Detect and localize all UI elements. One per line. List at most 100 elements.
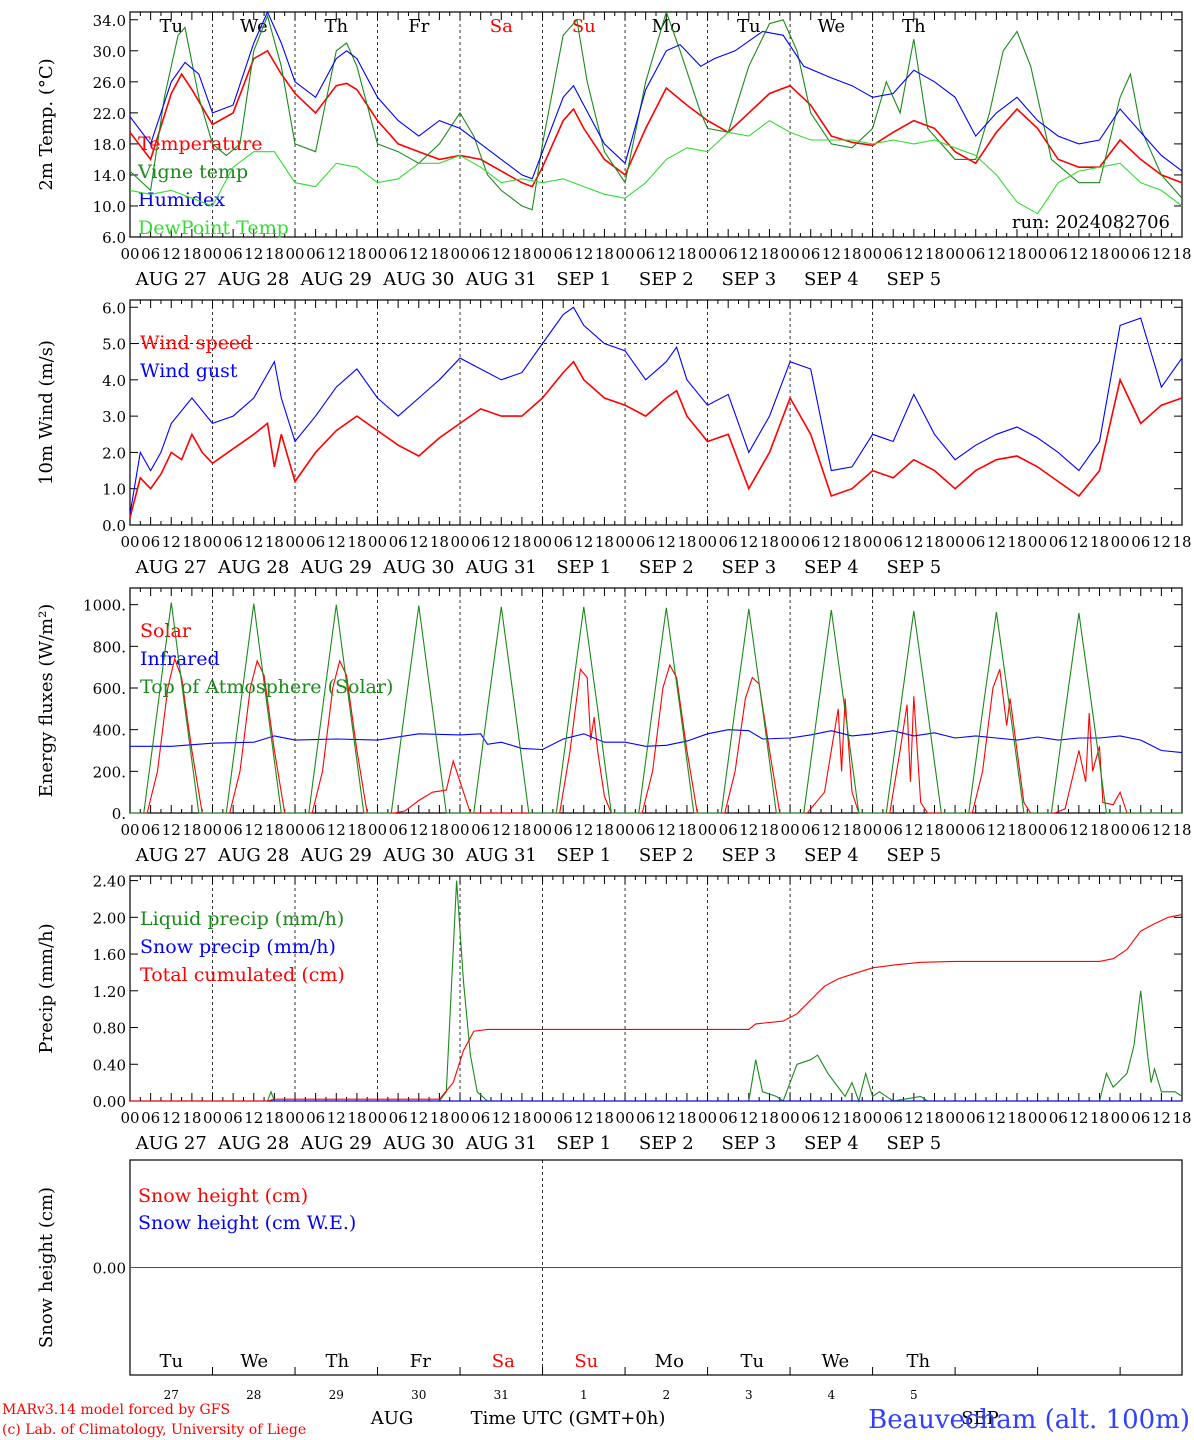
x-hour-label: 12: [987, 533, 1006, 551]
y-axis-label: Energy fluxes (W/m²): [36, 604, 57, 798]
x-hour-label: 06: [471, 245, 490, 263]
x-hour-label: 06: [306, 245, 325, 263]
x-hour-label: 12: [327, 821, 346, 839]
x-hour-label: 18: [430, 1109, 449, 1127]
x-hour-label: 06: [1049, 821, 1068, 839]
x-hour-label: 06: [1049, 1109, 1068, 1127]
x-hour-label: 12: [987, 245, 1006, 263]
x-hour-label: 00: [203, 245, 222, 263]
x-hour-label: 06: [801, 821, 820, 839]
x-hour-label: 00: [368, 1109, 387, 1127]
series-line-dewpoint-temp: [129, 119, 1183, 215]
x-hour-label: 06: [306, 821, 325, 839]
x-date-label: AUG 30: [382, 1133, 454, 1154]
x-hour-label: 18: [595, 1109, 614, 1127]
x-hour-label: 00: [863, 245, 882, 263]
x-hour-label: 00: [698, 245, 717, 263]
x-hour-label: 00: [533, 245, 552, 263]
x-date-label: AUG 27: [135, 557, 207, 578]
x-hour-label: 12: [739, 533, 758, 551]
y-tick-label: 30.0: [93, 43, 126, 61]
y-tick-label: 1000.: [83, 597, 126, 615]
chart-panel-3: 0. 200. 400. 600. 800. 1000. Energy fluxes (W/…: [36, 587, 1192, 866]
x-hour-label: 18: [512, 1109, 531, 1127]
y-axis-label: 2m Temp. (°C): [36, 58, 57, 190]
y-tick-label: 5.0: [102, 336, 126, 354]
x-hour-label: 00: [781, 821, 800, 839]
y-tick-label: 0.0: [102, 517, 126, 535]
x-hour-label: 12: [492, 533, 511, 551]
x-hour-label: 12: [327, 533, 346, 551]
x-hour-label: 00: [616, 1109, 635, 1127]
x-date-label: SEP 4: [804, 557, 859, 578]
x-hour-label: 00: [1028, 245, 1047, 263]
x-hour-label: 00: [1028, 1109, 1047, 1127]
x-hour-label: 12: [244, 245, 263, 263]
x-date-label: SEP 2: [639, 1133, 694, 1154]
series-line-temperature: [129, 49, 1183, 188]
x-date-label: AUG 31: [465, 557, 537, 578]
series-line-total-cumulated-cm-: [130, 914, 1183, 1102]
x-hour-label: 00: [203, 1109, 222, 1127]
x-hour-label: 00: [450, 245, 469, 263]
x-hour-label: 18: [182, 1109, 201, 1127]
x-hour-label: 18: [925, 821, 944, 839]
x-hour-label: 06: [1131, 1109, 1150, 1127]
x-hour-label: 18: [842, 821, 861, 839]
x-date-label: AUG 29: [300, 845, 372, 866]
day-number-label: 5: [910, 1388, 918, 1402]
x-hour-label: 12: [327, 245, 346, 263]
weekday-label: Fr: [410, 1351, 431, 1372]
x-date-label: SEP 4: [804, 1133, 859, 1154]
x-hour-label: 12: [904, 1109, 923, 1127]
x-hour-label: 00: [781, 245, 800, 263]
x-hour-label: 12: [1069, 821, 1088, 839]
x-hour-label: 18: [430, 533, 449, 551]
x-date-label: AUG 31: [465, 269, 537, 290]
x-hour-label: 12: [739, 1109, 758, 1127]
x-hour-label: 18: [1090, 821, 1109, 839]
x-hour-label: 18: [265, 533, 284, 551]
x-hour-label: 00: [533, 821, 552, 839]
day-number-label: 3: [745, 1388, 753, 1402]
x-date-label: SEP 1: [556, 269, 611, 290]
x-hour-label: 00: [285, 245, 304, 263]
x-hour-label: 12: [1069, 1109, 1088, 1127]
footer-month-aug: AUG: [370, 1408, 414, 1429]
x-hour-label: 00: [203, 533, 222, 551]
x-date-label: SEP 3: [721, 1133, 776, 1154]
x-hour-label: 12: [492, 245, 511, 263]
footer-month-sep: SEP: [961, 1408, 999, 1429]
x-hour-label: 06: [554, 533, 573, 551]
x-hour-label: 00: [368, 245, 387, 263]
x-hour-label: 06: [389, 245, 408, 263]
x-hour-label: 00: [698, 821, 717, 839]
x-hour-label: 06: [389, 821, 408, 839]
x-hour-label: 12: [822, 245, 841, 263]
plot-frame: [129, 587, 1183, 814]
x-date-label: SEP 4: [804, 269, 859, 290]
x-hour-label: 12: [162, 821, 181, 839]
legend-label: Infrared: [140, 648, 220, 670]
y-axis-label: 10m Wind (m/s): [36, 340, 57, 485]
x-hour-label: 18: [1090, 533, 1109, 551]
legend-label: Total cumulated (cm): [140, 964, 345, 986]
x-hour-label: 00: [1111, 821, 1130, 839]
x-hour-label: 12: [574, 533, 593, 551]
x-hour-label: 18: [1172, 821, 1191, 839]
x-hour-label: 06: [224, 245, 243, 263]
x-hour-label: 12: [492, 1109, 511, 1127]
weekday-label: We: [821, 1351, 849, 1372]
x-hour-label: 00: [285, 821, 304, 839]
x-hour-label: 06: [636, 821, 655, 839]
weekday-label: We: [240, 16, 268, 37]
x-hour-label: 18: [347, 245, 366, 263]
day-number-label: 4: [828, 1388, 836, 1402]
x-hour-label: 12: [657, 533, 676, 551]
x-date-label: AUG 28: [217, 269, 289, 290]
series-line-wind-speed: [129, 360, 1183, 518]
x-date-label: SEP 2: [639, 845, 694, 866]
run-label: run: 2024082706: [1012, 212, 1170, 233]
x-hour-label: 00: [450, 821, 469, 839]
y-tick-label: 600.: [93, 680, 126, 698]
